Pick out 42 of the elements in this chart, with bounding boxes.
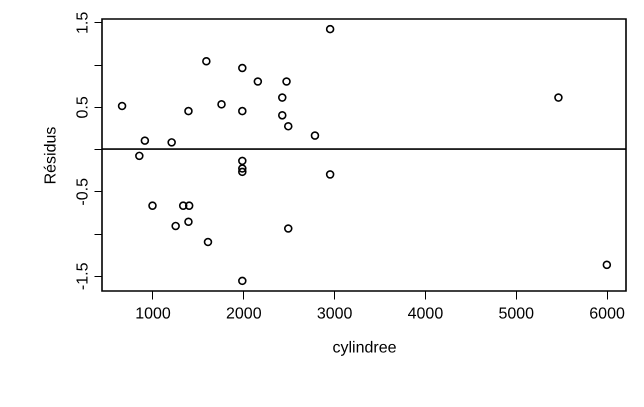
point	[171, 222, 180, 230]
point	[178, 201, 188, 210]
point	[140, 136, 150, 145]
point	[282, 77, 291, 86]
point	[284, 122, 293, 131]
point	[326, 170, 334, 179]
x-tick-label: 4000	[408, 306, 444, 322]
point	[184, 106, 193, 116]
y-axis-title: Résidus	[42, 126, 60, 184]
point	[602, 260, 612, 270]
point	[238, 164, 247, 173]
point	[135, 152, 144, 160]
point	[238, 156, 247, 166]
point	[238, 168, 247, 176]
point	[278, 93, 287, 102]
point	[284, 224, 293, 233]
point	[238, 276, 247, 286]
y-tick-label: 1.5	[74, 12, 92, 34]
x-tick-label: 6000	[589, 306, 625, 322]
point	[254, 77, 262, 86]
point	[118, 102, 126, 110]
point	[184, 217, 193, 226]
x-tick-label: 5000	[498, 306, 534, 322]
point	[326, 24, 334, 34]
point	[204, 238, 212, 246]
point	[202, 56, 211, 66]
point	[148, 201, 157, 210]
point	[184, 201, 194, 210]
x-axis-title: cylindree	[332, 340, 397, 356]
x-tick-label: 3000	[316, 306, 353, 322]
point	[167, 138, 176, 147]
point	[238, 106, 247, 116]
point	[278, 111, 287, 120]
point	[310, 131, 320, 140]
point	[217, 100, 226, 109]
y-tick-label: -1.5	[74, 262, 92, 290]
x-tick-label: 2000	[226, 306, 262, 322]
y-tick-label: 0.5	[74, 96, 92, 118]
point	[238, 64, 247, 72]
y-tick-label: -0.5	[74, 178, 92, 206]
point	[554, 93, 563, 102]
x-tick-label: 1000	[135, 306, 171, 322]
